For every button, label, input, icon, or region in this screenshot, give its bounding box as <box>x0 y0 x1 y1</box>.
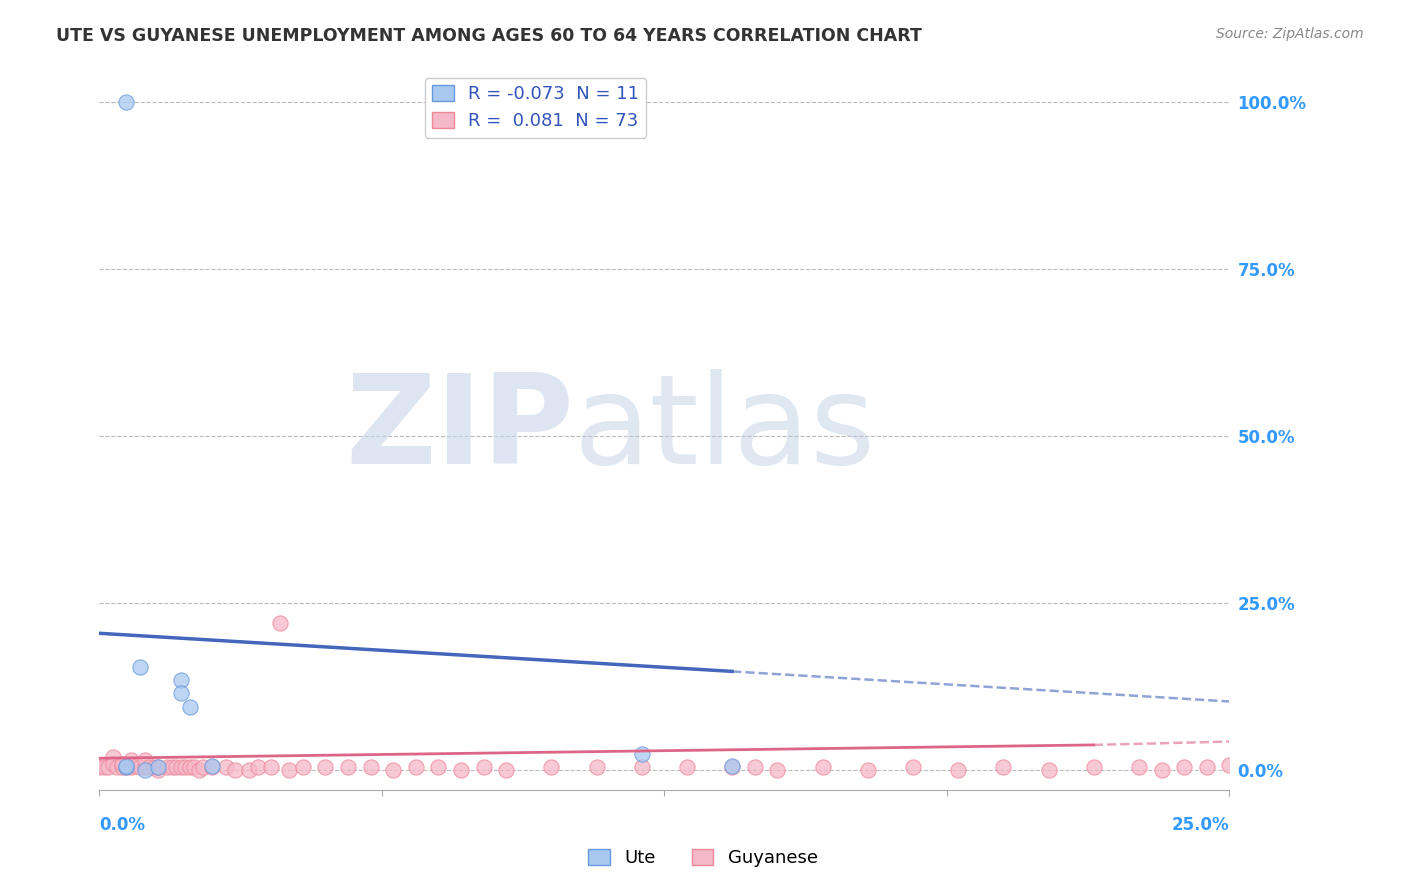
Text: Source: ZipAtlas.com: Source: ZipAtlas.com <box>1216 27 1364 41</box>
Point <box>170 760 193 774</box>
Point <box>124 758 146 772</box>
Point <box>238 764 260 778</box>
Point <box>946 764 969 778</box>
Point <box>193 760 215 774</box>
Point <box>215 760 238 774</box>
Point <box>1195 760 1218 774</box>
Point <box>721 758 744 772</box>
Point <box>901 760 924 774</box>
Point <box>1128 760 1150 774</box>
Point <box>427 760 450 774</box>
Point <box>138 760 160 774</box>
Text: atlas: atlas <box>574 369 876 490</box>
Point <box>382 764 405 778</box>
Point <box>269 616 291 631</box>
Point <box>540 760 562 774</box>
Point <box>107 760 129 774</box>
Point <box>170 673 193 687</box>
Point <box>811 760 834 774</box>
Point <box>115 758 138 772</box>
Legend: Ute, Guyanese: Ute, Guyanese <box>581 841 825 874</box>
Point <box>1173 760 1195 774</box>
Point <box>120 753 142 767</box>
Point <box>134 753 156 767</box>
Text: 25.0%: 25.0% <box>1171 815 1229 834</box>
Point <box>170 686 193 700</box>
Point <box>224 764 246 778</box>
Point <box>472 760 495 774</box>
Point <box>89 760 111 774</box>
Point <box>187 764 209 778</box>
Point <box>179 699 201 714</box>
Point <box>160 760 183 774</box>
Point <box>314 760 336 774</box>
Point <box>101 756 124 771</box>
Point <box>766 764 789 778</box>
Point <box>744 760 766 774</box>
Point <box>165 760 187 774</box>
Point <box>129 659 152 673</box>
Point <box>142 760 165 774</box>
Text: 0.0%: 0.0% <box>100 815 145 834</box>
Point <box>183 760 205 774</box>
Point <box>93 760 115 774</box>
Point <box>134 760 156 774</box>
Point <box>101 750 124 764</box>
Point <box>201 760 224 774</box>
Point <box>115 95 138 109</box>
Point <box>174 760 197 774</box>
Point <box>129 760 152 774</box>
Point <box>450 764 472 778</box>
Point <box>1150 764 1173 778</box>
Point <box>1083 760 1105 774</box>
Point <box>246 760 269 774</box>
Point <box>179 760 201 774</box>
Point <box>630 760 652 774</box>
Point <box>111 756 134 771</box>
Text: UTE VS GUYANESE UNEMPLOYMENT AMONG AGES 60 TO 64 YEARS CORRELATION CHART: UTE VS GUYANESE UNEMPLOYMENT AMONG AGES … <box>56 27 922 45</box>
Point <box>115 760 138 774</box>
Point <box>201 758 224 772</box>
Point <box>993 760 1015 774</box>
Point <box>856 764 879 778</box>
Point <box>721 760 744 774</box>
Point <box>120 760 142 774</box>
Point <box>146 760 169 774</box>
Point <box>260 760 283 774</box>
Point <box>630 747 652 761</box>
Point <box>495 764 517 778</box>
Point <box>405 760 427 774</box>
Point <box>97 760 120 774</box>
Point <box>115 760 138 774</box>
Point <box>676 760 699 774</box>
Point <box>134 764 156 778</box>
Point <box>111 760 134 774</box>
Point <box>360 760 382 774</box>
Point <box>291 760 314 774</box>
Point <box>156 760 179 774</box>
Point <box>585 760 607 774</box>
Point <box>336 760 359 774</box>
Legend: R = -0.073  N = 11, R =  0.081  N = 73: R = -0.073 N = 11, R = 0.081 N = 73 <box>425 78 647 137</box>
Point <box>278 764 301 778</box>
Text: ZIP: ZIP <box>346 369 574 490</box>
Point <box>146 764 169 778</box>
Point <box>146 760 169 774</box>
Point <box>1218 758 1240 772</box>
Point <box>1038 764 1060 778</box>
